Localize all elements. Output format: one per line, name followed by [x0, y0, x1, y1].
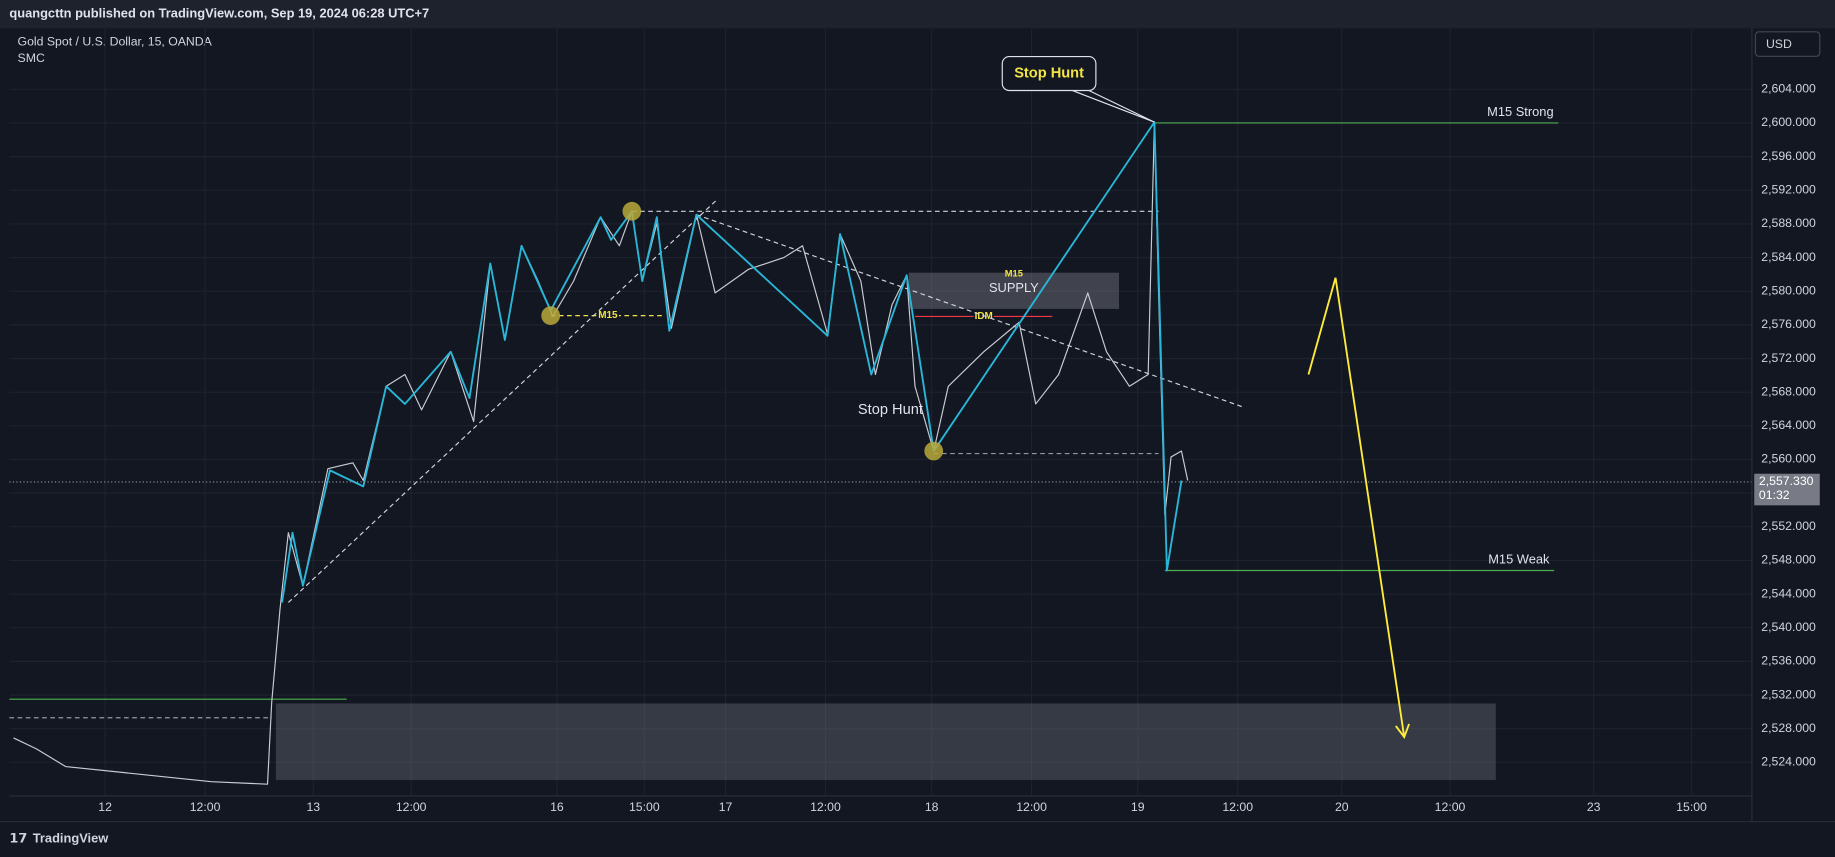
y-tick-label: 2,544.000 [1761, 586, 1816, 600]
arrow-head [1395, 723, 1410, 740]
y-tick-label: 2,560.000 [1761, 452, 1816, 466]
x-tick-label: 12:00 [1222, 800, 1253, 814]
callout-box [1001, 55, 1097, 92]
y-tick-label: 2,596.000 [1761, 149, 1816, 163]
projection-arrow [1307, 277, 1406, 738]
level-label: IDM [975, 311, 993, 322]
y-tick-label: 2,600.000 [1761, 115, 1816, 129]
y-tick-label: 2,568.000 [1761, 384, 1816, 398]
swing-point [924, 441, 944, 461]
last-price-label: 2,557.330 [1759, 474, 1814, 488]
y-tick-label: 2,592.000 [1761, 183, 1816, 197]
x-tick-label: 19 [1131, 800, 1145, 814]
y-tick-label: 2,576.000 [1761, 317, 1816, 331]
zone-label: SUPPLY [989, 280, 1039, 295]
zone [275, 703, 1496, 780]
price-line [281, 121, 1183, 603]
x-tick-label: 15:00 [629, 800, 660, 814]
brand-logo: 𝟭𝟳 [9, 831, 27, 846]
x-tick-label: 23 [1587, 800, 1601, 814]
y-tick-label: 2,584.000 [1761, 250, 1816, 264]
publisher: quangcttn published on TradingView.com, … [9, 6, 429, 21]
swing-point [622, 201, 642, 221]
brand: TradingView [33, 831, 110, 846]
x-tick-label: 12:00 [1435, 800, 1466, 814]
x-tick-label: 12:00 [1016, 800, 1047, 814]
x-tick-label: 16 [550, 800, 564, 814]
grid [9, 28, 1752, 796]
y-tick-label: 2,552.000 [1761, 519, 1816, 533]
callout-label: Stop Hunt [858, 402, 923, 418]
callout-label: Stop Hunt [1014, 65, 1084, 81]
y-tick-label: 2,588.000 [1761, 216, 1816, 230]
swing-point [541, 306, 561, 325]
last-price-box [1754, 473, 1820, 506]
level-label: M15 Strong [1487, 104, 1553, 119]
x-tick-label: 12:00 [190, 800, 221, 814]
y-tick-label: 2,564.000 [1761, 418, 1816, 432]
currency[interactable]: USD [1766, 37, 1792, 51]
callout-pointer [1072, 89, 1155, 123]
countdown: 01:32 [1759, 488, 1790, 502]
y-tick-label: 2,536.000 [1761, 654, 1816, 668]
y-tick-label: 2,528.000 [1761, 721, 1816, 735]
x-tick-label: 12 [98, 800, 112, 814]
x-tick-label: 13 [306, 800, 320, 814]
x-tick-label: 15:00 [1676, 800, 1707, 814]
price-line [13, 122, 1189, 785]
level-label: M15 Weak [1488, 551, 1550, 566]
y-tick-label: 2,524.000 [1761, 755, 1816, 769]
trendline [696, 214, 1245, 408]
y-tick-label: 2,532.000 [1761, 687, 1816, 701]
y-tick-label: 2,580.000 [1761, 283, 1816, 297]
zone-title: M15 [1005, 268, 1023, 278]
x-tick-label: 18 [925, 800, 939, 814]
y-tick-label: 2,548.000 [1761, 553, 1816, 567]
y-tick-label: 2,604.000 [1761, 82, 1816, 96]
currency-box[interactable] [1754, 31, 1821, 57]
x-tick-label: 12:00 [396, 800, 427, 814]
header-bar [0, 0, 1835, 29]
x-tick-label: 20 [1335, 800, 1349, 814]
y-tick-label: 2,540.000 [1761, 620, 1816, 634]
level-label: M15 [598, 310, 618, 321]
chart-title: Gold Spot / U.S. Dollar, 15, OANDA [18, 35, 213, 49]
chart-subtitle: SMC [18, 51, 45, 65]
x-tick-label: 12:00 [810, 800, 841, 814]
x-tick-label: 17 [719, 800, 733, 814]
plot: M15 SUPPLY M15 Strong M15 Weak IDM M15 Stop Hu… [9, 55, 1752, 785]
y-tick-label: 2,572.000 [1761, 351, 1816, 365]
